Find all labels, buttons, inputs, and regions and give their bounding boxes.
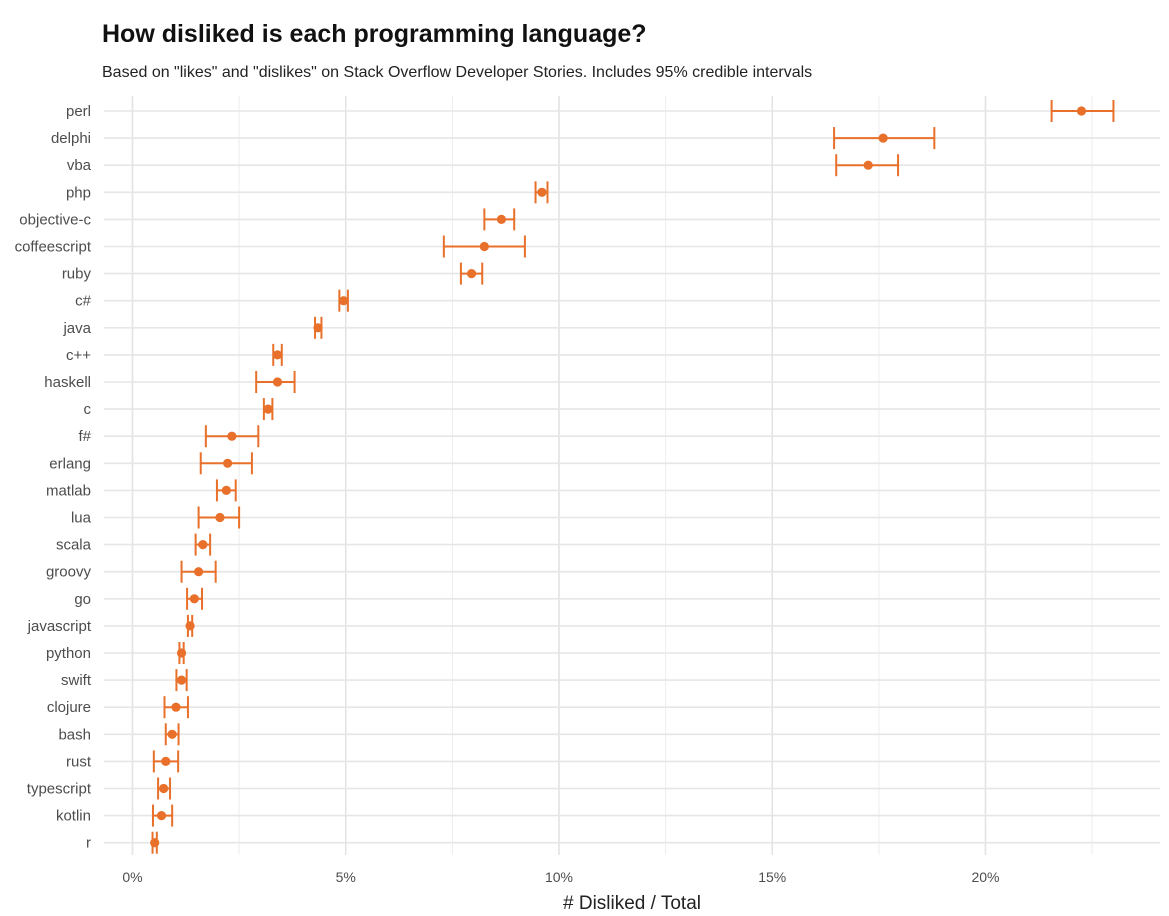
y-tick-label: matlab (46, 482, 91, 499)
errorbar-group-lua (197, 506, 241, 529)
y-tick-label: clojure (47, 699, 91, 716)
y-tick-label: f# (78, 428, 91, 445)
y-tick-label: groovy (46, 564, 92, 581)
point-php (537, 187, 547, 197)
x-tick-label: 20% (971, 869, 999, 885)
y-tick-label: typescript (27, 781, 92, 798)
y-tick-label: c (84, 401, 92, 418)
y-tick-label: php (66, 184, 91, 201)
y-tick-label: python (46, 645, 91, 662)
point-scala (198, 540, 208, 550)
errorbar-group-c++ (272, 343, 283, 366)
y-tick-label: perl (66, 103, 91, 120)
point-javascript (185, 621, 195, 631)
point-kotlin (156, 811, 167, 821)
errorbar-group-erlang (199, 452, 253, 475)
y-tick-label: bash (58, 726, 91, 743)
y-tick-label: kotlin (56, 808, 91, 825)
errorbar-group-typescript (157, 777, 172, 800)
errorbar-group-r (150, 831, 160, 854)
x-tick-label: 15% (758, 869, 786, 885)
point-python (176, 648, 187, 658)
y-tick-label: coffeescript (15, 239, 92, 256)
x-tick-label: 5% (336, 869, 356, 885)
y-tick-label: javascript (27, 618, 92, 635)
y-tick-label: go (74, 591, 91, 608)
errorbar-group-rust (152, 750, 180, 773)
point-vba (863, 160, 873, 170)
errorbar-group-ruby (459, 262, 484, 285)
errorbar-group-objective-c (483, 208, 516, 231)
point-clojure (171, 702, 181, 712)
point-erlang (223, 458, 233, 468)
y-tick-label: haskell (44, 374, 91, 391)
y-tick-label: lua (71, 510, 92, 527)
errorbar-group-scala (194, 533, 212, 556)
y-tick-label: vba (67, 157, 92, 174)
data-marks (150, 100, 1115, 854)
errorbar-group-kotlin (151, 804, 174, 827)
errorbar-group-clojure (163, 696, 189, 719)
point-bash (167, 729, 177, 739)
point-ruby (466, 269, 477, 279)
point-delphi (878, 133, 888, 143)
errorbar-group-javascript (185, 614, 195, 637)
errorbar-group-vba (835, 154, 900, 177)
errorbar-group-delphi (833, 127, 936, 150)
chart-title: How disliked is each programming languag… (102, 20, 647, 48)
x-tick-label: 10% (545, 869, 573, 885)
x-tick-label: 0% (122, 869, 142, 885)
errorbar-group-go (186, 587, 204, 610)
errorbar-group-perl (1050, 100, 1115, 122)
point-c (263, 404, 273, 414)
errorbar-group-c# (338, 289, 349, 312)
errorbar-group-python (176, 642, 187, 664)
point-haskell (272, 377, 283, 387)
point-c++ (272, 350, 283, 360)
y-tick-label: c++ (66, 347, 91, 364)
y-tick-label: c# (75, 293, 92, 310)
y-tick-label: erlang (49, 455, 91, 472)
errorbar-group-matlab (215, 479, 237, 502)
point-objective-c (496, 214, 507, 224)
point-groovy (194, 567, 204, 577)
errorbar-group-swift (175, 669, 188, 692)
point-go (189, 594, 199, 604)
errorbar-group-coffeescript (442, 235, 526, 258)
y-tick-label: delphi (51, 130, 91, 147)
point-matlab (221, 485, 231, 495)
errorbar-group-php (534, 181, 549, 204)
point-f# (227, 431, 237, 441)
y-tick-labels: perl delphi vba php objective-c coffeescript r… (15, 103, 92, 852)
errorbar-group-bash (164, 723, 180, 746)
y-tick-label: rust (66, 753, 92, 770)
point-lua (215, 512, 225, 523)
y-tick-label: r (86, 835, 91, 852)
point-java (313, 323, 323, 333)
point-perl (1076, 106, 1087, 116)
errorbar-group-f# (204, 425, 260, 448)
point-typescript (159, 783, 169, 794)
y-tick-label: java (62, 320, 91, 337)
grid-layer (104, 96, 1160, 855)
y-tick-label: objective-c (19, 211, 91, 228)
errorbar-group-groovy (180, 560, 217, 583)
y-tick-label: scala (56, 537, 92, 554)
errorbar-group-java (313, 316, 323, 339)
chart-subtitle: Based on "likes" and "dislikes" on Stack… (102, 64, 813, 81)
point-rust (161, 756, 171, 767)
x-tick-labels: 0% 5% 10% 15% 20% (122, 869, 999, 885)
point-c# (339, 296, 349, 306)
point-coffeescript (479, 241, 489, 252)
errorbar-group-haskell (255, 371, 296, 393)
point-swift (176, 675, 187, 685)
x-axis-label: # Disliked / Total (563, 893, 701, 914)
errorbar-group-c (262, 398, 274, 421)
point-r (150, 838, 160, 848)
y-tick-label: ruby (62, 266, 92, 283)
y-tick-label: swift (61, 672, 92, 689)
